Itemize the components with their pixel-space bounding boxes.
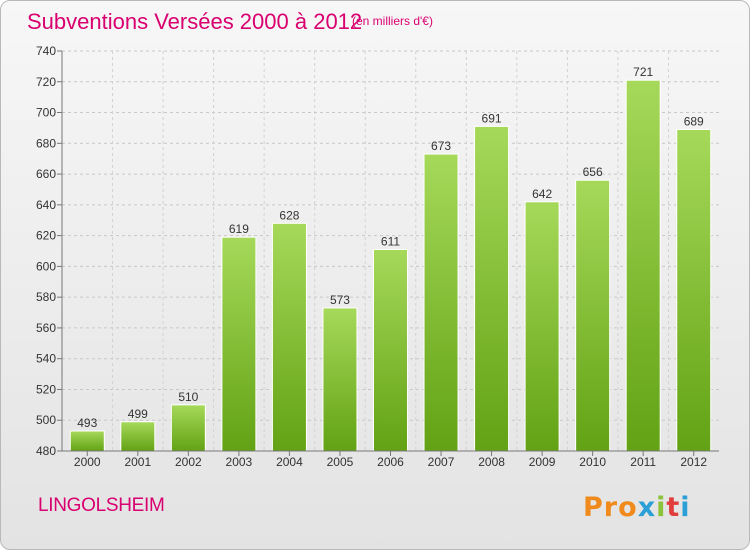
y-tick-label: 700 (36, 106, 56, 120)
place-name: LINGOLSHEIM (38, 495, 165, 516)
proxiti-logo[interactable]: Proxiti (583, 492, 691, 523)
x-tick-label: 2006 (377, 455, 404, 469)
bar-2002[interactable] (170, 404, 206, 452)
y-tick-label: 680 (36, 136, 56, 150)
x-tick-label: 2004 (276, 455, 303, 469)
y-tick-label: 620 (36, 229, 56, 243)
bar-2001[interactable] (120, 421, 156, 452)
bar-2012[interactable] (676, 128, 712, 452)
x-tick-label: 2010 (579, 455, 606, 469)
data-labels: 493 499 510 619 628 573 611 673 691 642 656 721 689 (77, 65, 704, 430)
bar-2010[interactable] (575, 179, 611, 452)
x-tick-label: 2007 (428, 455, 455, 469)
data-label: 573 (330, 293, 350, 307)
chart-subtitle: (en milliers d'€) (352, 14, 433, 28)
data-label: 642 (532, 187, 552, 201)
data-label: 493 (77, 416, 97, 430)
y-tick-label: 540 (36, 352, 56, 366)
data-label: 673 (431, 139, 451, 153)
data-label: 691 (482, 111, 502, 125)
data-label: 611 (381, 234, 400, 248)
x-tick-label: 2005 (327, 455, 354, 469)
x-tick-label: 2002 (175, 455, 202, 469)
bar-2007[interactable] (423, 153, 459, 452)
bar-2003[interactable] (221, 236, 257, 452)
bar-2004[interactable] (271, 222, 307, 452)
data-label: 721 (633, 65, 653, 79)
y-tick-label: 580 (36, 290, 56, 304)
x-tick-label: 2012 (680, 455, 707, 469)
bar-2011[interactable] (625, 79, 661, 452)
axes: 480 500 520 540 560 580 600 620 640 660 680 700 720 7… (36, 44, 719, 469)
y-tick-label: 740 (36, 44, 56, 58)
bar-2000[interactable] (69, 430, 105, 452)
y-tick-label: 480 (36, 444, 56, 458)
data-label: 656 (583, 165, 603, 179)
y-tick-label: 520 (36, 382, 56, 396)
x-tick-label: 2009 (529, 455, 556, 469)
data-label: 689 (684, 114, 704, 128)
y-tick-label: 500 (36, 413, 56, 427)
y-tick-label: 560 (36, 321, 56, 335)
y-tick-label: 640 (36, 198, 56, 212)
bar-2005[interactable] (322, 307, 358, 452)
data-label: 619 (229, 222, 249, 236)
bar-2008[interactable] (474, 125, 510, 452)
data-label: 510 (178, 390, 198, 404)
x-tick-label: 2003 (226, 455, 253, 469)
data-label: 628 (279, 208, 299, 222)
x-tick-label: 2008 (478, 455, 505, 469)
x-tick-label: 2011 (630, 455, 656, 469)
x-tick-label: 2000 (74, 455, 101, 469)
y-tick-label: 660 (36, 167, 56, 181)
data-label: 499 (128, 407, 148, 421)
bar-2006[interactable] (373, 248, 408, 452)
y-tick-label: 720 (36, 75, 56, 89)
y-tick-label: 600 (36, 259, 56, 273)
chart-title: Subventions Versées 2000 à 2012 (27, 9, 363, 34)
bars (69, 79, 712, 452)
bar-2009[interactable] (524, 201, 560, 452)
x-tick-label: 2001 (124, 455, 151, 469)
